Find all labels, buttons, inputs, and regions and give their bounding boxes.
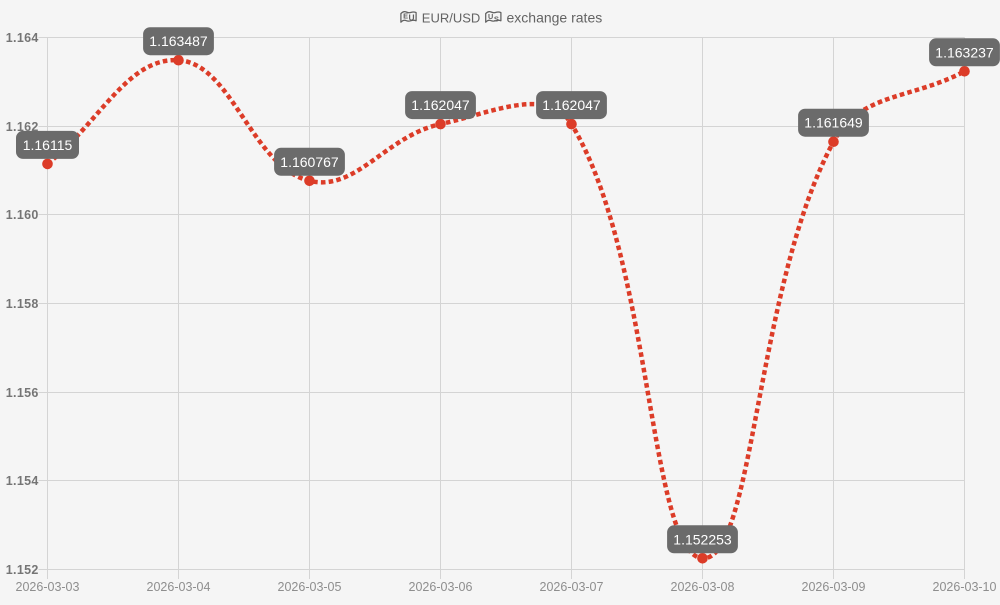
svg-text:S: S: [494, 14, 499, 23]
svg-text:1.160767: 1.160767: [280, 154, 339, 170]
svg-text:2026-03-03: 2026-03-03: [16, 580, 80, 594]
svg-text:1.163487: 1.163487: [149, 33, 208, 49]
svg-text:2026-03-04: 2026-03-04: [147, 580, 211, 594]
svg-text:1.162047: 1.162047: [542, 97, 601, 113]
svg-text:U: U: [488, 12, 493, 21]
svg-text:2026-03-07: 2026-03-07: [540, 580, 604, 594]
svg-text:exchange rates: exchange rates: [507, 10, 603, 26]
svg-text:1.154: 1.154: [6, 474, 39, 488]
svg-text:2026-03-06: 2026-03-06: [409, 580, 473, 594]
svg-text:1.152: 1.152: [6, 563, 39, 577]
svg-text:2026-03-08: 2026-03-08: [671, 580, 735, 594]
svg-text:1.156: 1.156: [6, 386, 39, 400]
svg-text:1.152253: 1.152253: [673, 531, 732, 547]
svg-text:1.162: 1.162: [6, 120, 39, 134]
svg-text:E: E: [403, 11, 408, 20]
svg-text:1.160: 1.160: [6, 208, 39, 222]
svg-text:2026-03-05: 2026-03-05: [278, 580, 342, 594]
svg-text:1.163237: 1.163237: [935, 44, 994, 60]
svg-text:1.162047: 1.162047: [411, 97, 470, 113]
svg-text:1.16115: 1.16115: [23, 137, 73, 153]
svg-text:1.161649: 1.161649: [804, 115, 863, 131]
svg-text:EUR/USD: EUR/USD: [422, 11, 481, 26]
svg-text:U: U: [408, 12, 414, 22]
svg-text:2026-03-09: 2026-03-09: [802, 580, 866, 594]
svg-text:1.164: 1.164: [6, 31, 39, 45]
svg-text:1.158: 1.158: [6, 297, 39, 311]
svg-text:2026-03-10: 2026-03-10: [933, 580, 997, 594]
